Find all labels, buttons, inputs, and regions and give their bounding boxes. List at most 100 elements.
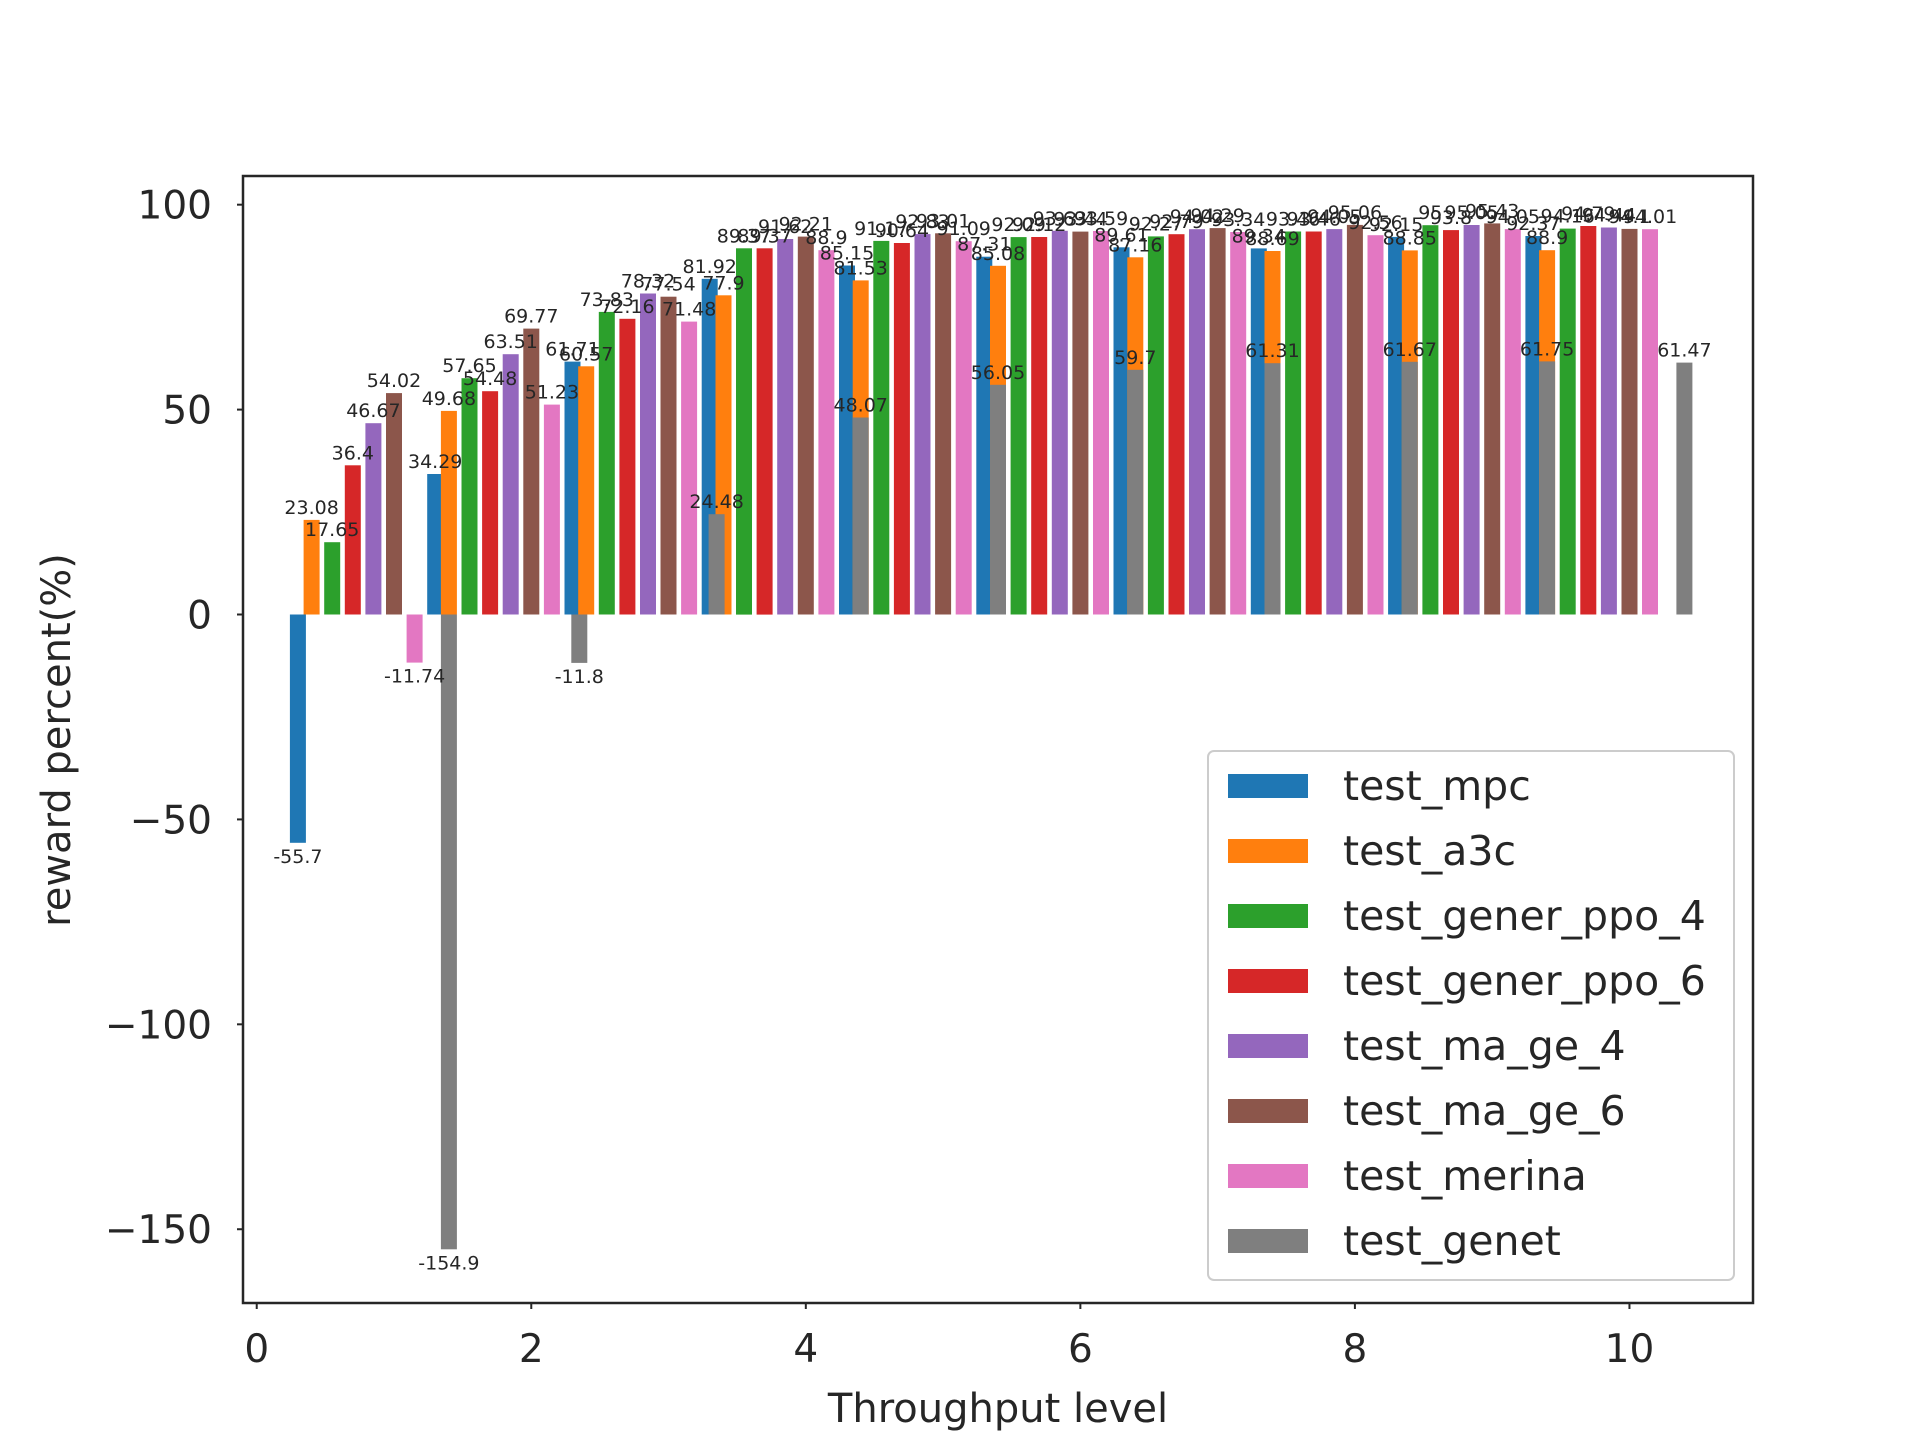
legend-swatch-test-gener-ppo-4 bbox=[1228, 904, 1308, 928]
bar-test-ma-ge-6-3 bbox=[660, 296, 677, 615]
bar-test-ma-ge-4-3 bbox=[640, 293, 656, 615]
legend-swatch-test-ma-ge-4 bbox=[1228, 1034, 1308, 1058]
data-label-test-ma-ge-6-2: 69.77 bbox=[504, 306, 558, 328]
bar-test-genet-5 bbox=[990, 384, 1006, 615]
bar-test-genet-4 bbox=[852, 417, 869, 615]
data-label-test-merina-8: 92.56 bbox=[1348, 212, 1402, 234]
bar-test-gener-ppo-4-8 bbox=[1285, 231, 1302, 615]
bar-test-a3c-3 bbox=[578, 366, 595, 615]
bar-test-ma-ge-4-9 bbox=[1463, 225, 1480, 615]
bar-test-merina-4 bbox=[818, 250, 835, 615]
bar-test-mpc-10 bbox=[1525, 236, 1542, 615]
data-label-test-ma-ge-4-6: 93.63 bbox=[1033, 208, 1087, 230]
bar-test-ma-ge-4-2 bbox=[502, 354, 519, 615]
bar-test-mpc-7 bbox=[1113, 247, 1130, 615]
bar-test-ma-ge-6-7 bbox=[1209, 228, 1226, 615]
bar-test-mpc-1 bbox=[289, 614, 306, 843]
plot-frame bbox=[241, 174, 1755, 1305]
data-label-test-mpc-2: 34.29 bbox=[408, 451, 462, 473]
data-label-test-gener-ppo-6-7: 92.79 bbox=[1149, 211, 1203, 233]
data-label-test-ma-ge-6-6: 93.44 bbox=[1053, 209, 1107, 231]
y-tick-label: −100 bbox=[105, 1003, 212, 1048]
data-label-test-a3c-3: 60.57 bbox=[559, 343, 613, 365]
data-label-test-ma-ge-4-3: 78.32 bbox=[621, 271, 675, 293]
legend-swatch-test-mpc bbox=[1228, 774, 1308, 798]
legend-label-test-gener-ppo-4: test_gener_ppo_4 bbox=[1343, 892, 1706, 940]
y-tick-label: −50 bbox=[130, 798, 212, 843]
data-label-test-merina-3: 71.48 bbox=[662, 299, 716, 321]
legend-label-test-mpc: test_mpc bbox=[1343, 762, 1531, 810]
data-label-test-merina-9: 94.05 bbox=[1486, 206, 1540, 228]
data-label-test-mpc-5: 85.15 bbox=[820, 243, 874, 265]
data-label-test-a3c-7: 87.16 bbox=[1108, 234, 1162, 256]
data-label-test-gener-ppo-4-6: 92.09 bbox=[991, 214, 1045, 236]
data-label-test-genet-8: 61.67 bbox=[1383, 339, 1437, 361]
data-label-test-a3c-9: 88.85 bbox=[1383, 227, 1437, 249]
data-label-test-genet-3: 24.48 bbox=[689, 491, 743, 513]
bar-test-gener-ppo-6-3 bbox=[619, 318, 636, 615]
bar-test-ma-ge-6-1 bbox=[386, 393, 402, 615]
data-label-test-merina-5: 91.09 bbox=[936, 218, 990, 240]
bar-test-ma-ge-4-6 bbox=[1051, 230, 1068, 615]
data-label-test-ma-ge-4-1: 46.67 bbox=[346, 400, 400, 422]
bar-test-ma-ge-4-5 bbox=[914, 234, 931, 615]
data-label-test-ma-ge-6-5: 93.01 bbox=[916, 210, 970, 232]
legend-swatch-test-a3c bbox=[1228, 839, 1308, 863]
data-label-test-gener-ppo-6-8: 93.46 bbox=[1286, 209, 1340, 231]
data-label-test-genet-2: -11.8 bbox=[555, 666, 604, 688]
data-label-test-gener-ppo-4-10: 94.16 bbox=[1540, 206, 1594, 228]
bar-test-ma-ge-4-4 bbox=[777, 239, 794, 615]
bar-test-merina-6 bbox=[1093, 231, 1109, 615]
data-label-test-merina-6: 93.59 bbox=[1074, 208, 1128, 230]
data-label-test-ma-ge-4-8: 94.05 bbox=[1307, 206, 1361, 228]
bar-test-genet-6 bbox=[1127, 369, 1144, 615]
data-label-test-ma-ge-4-4: 91.62 bbox=[758, 216, 812, 238]
data-label-test-ma-ge-4-10: 94.44 bbox=[1582, 205, 1636, 227]
bar-test-mpc-9 bbox=[1388, 236, 1405, 615]
bar-test-ma-ge-6-4 bbox=[797, 236, 814, 615]
data-label-test-merina-1: -11.74 bbox=[384, 666, 445, 688]
bar-test-gener-ppo-6-9 bbox=[1443, 230, 1459, 615]
data-label-test-gener-ppo-4-7: 92.27 bbox=[1129, 213, 1183, 235]
data-label-test-a3c-6: 85.08 bbox=[971, 243, 1025, 265]
bar-test-genet-8 bbox=[1401, 361, 1418, 615]
data-label-test-ma-ge-6-10: 94.1 bbox=[1608, 206, 1650, 228]
data-label-test-ma-ge-6-8: 95.06 bbox=[1328, 202, 1382, 224]
data-label-test-gener-ppo-6-10: 94.79 bbox=[1561, 203, 1615, 225]
data-label-test-mpc-6: 87.31 bbox=[957, 234, 1011, 256]
bar-test-ma-ge-4-7 bbox=[1189, 229, 1205, 615]
legend-frame bbox=[1207, 750, 1735, 1281]
bar-test-genet-10 bbox=[1676, 362, 1693, 615]
bar-test-mpc-8 bbox=[1250, 248, 1267, 615]
data-label-test-gener-ppo-4-3: 73.83 bbox=[580, 289, 634, 311]
legend-label-test-ma-ge-6: test_ma_ge_6 bbox=[1343, 1087, 1626, 1135]
bar-test-ma-ge-6-2 bbox=[523, 328, 540, 615]
bar-test-ma-ge-4-1 bbox=[365, 423, 382, 615]
bar-test-a3c-2 bbox=[440, 410, 457, 615]
data-label-test-merina-4: 88.9 bbox=[805, 227, 847, 249]
legend-swatch-test-gener-ppo-6 bbox=[1228, 969, 1308, 993]
bar-test-gener-ppo-4-2 bbox=[461, 378, 478, 615]
data-label-test-a3c-10: 88.9 bbox=[1526, 227, 1568, 249]
x-tick-label: 10 bbox=[1605, 1327, 1655, 1372]
data-label-test-gener-ppo-4-9: 95 bbox=[1418, 202, 1442, 224]
x-tick-label: 4 bbox=[793, 1327, 818, 1372]
bar-test-gener-ppo-4-4 bbox=[736, 248, 752, 615]
bar-test-merina-8 bbox=[1367, 235, 1384, 615]
data-label-test-ma-ge-6-7: 94.29 bbox=[1190, 205, 1244, 227]
x-axis-label: Throughput level bbox=[827, 1386, 1168, 1432]
bar-test-gener-ppo-6-4 bbox=[756, 248, 773, 615]
data-label-test-gener-ppo-4-4: 89.37 bbox=[717, 225, 771, 247]
bar-test-ma-ge-6-5 bbox=[935, 233, 952, 615]
legend-label-test-genet: test_genet bbox=[1343, 1217, 1561, 1265]
bar-test-ma-ge-6-6 bbox=[1072, 231, 1089, 615]
bar-test-gener-ppo-4-10 bbox=[1559, 228, 1576, 615]
bar-test-gener-ppo-4-3 bbox=[598, 311, 615, 615]
data-label-test-gener-ppo-6-6: 92.12 bbox=[1012, 214, 1066, 236]
bar-test-mpc-6 bbox=[976, 256, 993, 615]
x-tick-label: 6 bbox=[1068, 1327, 1093, 1372]
bar-test-genet-2 bbox=[571, 614, 588, 663]
legend-label-test-a3c: test_a3c bbox=[1343, 827, 1516, 875]
bar-test-gener-ppo-4-5 bbox=[873, 240, 890, 615]
